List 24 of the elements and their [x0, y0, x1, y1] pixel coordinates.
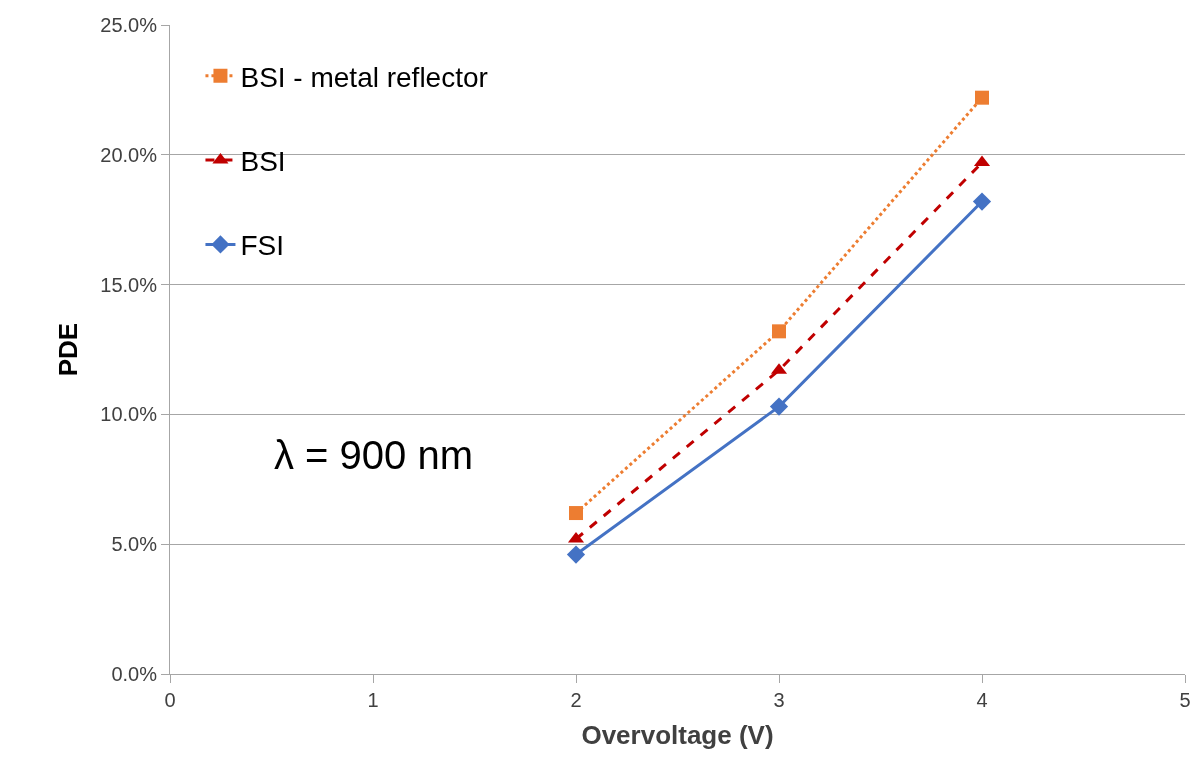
y-tick-label: 25.0% [100, 14, 158, 36]
x-axis-title: Overvoltage (V) [581, 719, 774, 750]
x-tick-label: 0 [164, 689, 176, 711]
x-tick-label: 4 [976, 689, 988, 711]
legend-label: BSI [240, 145, 286, 177]
point [772, 324, 786, 339]
x-tick-label: 3 [773, 689, 785, 711]
x-tick-label: 1 [367, 689, 379, 711]
y-tick-label: 15.0% [100, 273, 158, 296]
point [569, 506, 583, 521]
y-tick-label: 10.0% [100, 403, 158, 426]
y-axis-title: PDE [52, 322, 83, 377]
point [975, 90, 989, 105]
x-tick-label: 2 [570, 689, 582, 711]
y-tick-label: 0.0% [111, 663, 158, 685]
point [566, 545, 586, 564]
legend-label: BSI - metal reflector [240, 61, 488, 93]
point [769, 397, 789, 416]
point [972, 192, 992, 211]
legend-label: FSI [240, 230, 285, 262]
y-tick-label: 20.0% [100, 143, 158, 166]
annotation: λ = 900 nm [274, 433, 474, 477]
y-tick-label: 5.0% [111, 533, 158, 556]
x-tick-label: 5 [1179, 689, 1191, 711]
